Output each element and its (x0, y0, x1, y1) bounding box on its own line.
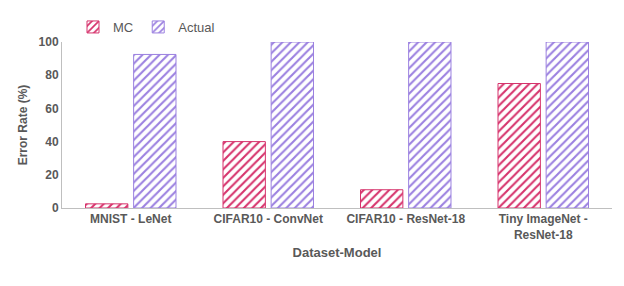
svg-text:20: 20 (45, 168, 59, 182)
svg-text:Tiny ImageNet -ResNet-18: Tiny ImageNet -ResNet-18 (499, 212, 588, 242)
svg-text:60: 60 (45, 102, 59, 116)
svg-text:MNIST - LeNet: MNIST - LeNet (90, 212, 171, 226)
svg-text:100: 100 (39, 35, 59, 49)
svg-text:CIFAR10 - ConvNet: CIFAR10 - ConvNet (214, 212, 323, 226)
svg-text:Dataset-Model: Dataset-Model (293, 245, 382, 260)
svg-text:Error Rate (%): Error Rate (%) (16, 85, 30, 166)
svg-text:Actual: Actual (178, 20, 214, 35)
svg-text:40: 40 (45, 135, 59, 149)
svg-text:0: 0 (52, 201, 59, 215)
svg-text:MC: MC (113, 20, 133, 35)
svg-text:80: 80 (45, 68, 59, 82)
svg-text:CIFAR10 - ResNet-18: CIFAR10 - ResNet-18 (346, 212, 465, 226)
